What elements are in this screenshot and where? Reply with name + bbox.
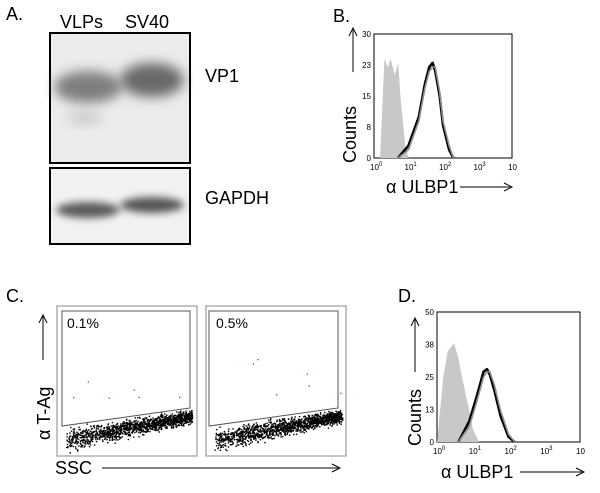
panel-d-y-ticks: 50 38 25 13 0 xyxy=(425,308,434,447)
gapdh-band-sv40 xyxy=(120,197,184,213)
panel-d-x-tick-label: 100 xyxy=(433,446,446,456)
vp1-band-vlps xyxy=(54,71,122,103)
panel-b-y-arrowhead xyxy=(348,26,358,37)
dot-plot-sv40-gate xyxy=(208,310,339,427)
panel-b-series-1-line xyxy=(397,61,455,159)
panel-a-label: A. xyxy=(6,4,23,24)
panel-b-x-tick-label: 100 xyxy=(370,162,383,172)
panel-b-plot-frame xyxy=(373,33,513,159)
panel-d-y-tick-label: 50 xyxy=(425,308,434,317)
panel-b-x-tick-label: 101 xyxy=(405,162,418,172)
panel-b-y-tick-label: 30 xyxy=(362,30,371,39)
panel-d-x-axis-label: α ULBP1 xyxy=(441,462,513,482)
panel-b-series-0-fill xyxy=(380,58,409,158)
gapdh-band-vlps xyxy=(56,202,120,218)
vp1-blot xyxy=(49,32,191,164)
panel-b-x-axis-label: α ULBP1 xyxy=(386,177,458,197)
panel-b-series-2-line xyxy=(397,66,455,159)
dot-plot-vlps-events xyxy=(66,381,194,454)
panel-d-x-tick-label: 102 xyxy=(505,446,518,456)
lane-label-vlps: VLPs xyxy=(60,12,103,32)
panel-d-histogram xyxy=(437,343,516,444)
panel-b-y-axis-label: Counts xyxy=(340,106,360,163)
gapdh-blot xyxy=(49,167,191,245)
panel-b-y-tick-label: 0 xyxy=(367,154,372,163)
dot-plot-vlps-frame xyxy=(56,305,198,457)
panel-c-y-axis-label: α T-Ag xyxy=(34,387,54,440)
panel-d-x-ticks: 100 101 102 103 10 xyxy=(433,446,585,456)
gapdh-label: GAPDH xyxy=(205,188,269,208)
dot-plot-vlps-percent: 0.1% xyxy=(67,315,99,331)
vp1-label: VP1 xyxy=(205,66,239,86)
dot-plot-sv40: 0.5% xyxy=(205,305,347,457)
panel-d-y-tick-label: 38 xyxy=(425,341,434,350)
panel-c-label: C. xyxy=(6,286,24,306)
panel-a: A. VLPs SV40 VP1 GAPDH xyxy=(6,4,269,245)
panel-d-y-tick-label: 13 xyxy=(425,406,434,415)
panel-b-x-arrowhead xyxy=(503,182,514,192)
panel-b-x-tick-label: 103 xyxy=(474,162,487,172)
panel-d-y-tick-label: 0 xyxy=(430,438,435,447)
panel-d-label: D. xyxy=(398,286,416,306)
vp1-minor-band xyxy=(67,112,103,124)
vp1-band-sv40 xyxy=(120,63,184,97)
panel-d-y-tick-label: 25 xyxy=(425,373,434,382)
panel-b-x-tick-label: 102 xyxy=(439,162,452,172)
dot-plot-sv40-frame xyxy=(205,305,347,457)
panel-b-x-ticks: 100 101 102 103 10 xyxy=(370,162,517,172)
panel-b-y-tick-label: 8 xyxy=(367,123,372,132)
panel-d-x-tick-label: 101 xyxy=(469,446,482,456)
panel-c-x-axis-label: SSC xyxy=(55,458,92,478)
panel-d-x-tick-label: 10 xyxy=(576,447,585,456)
dot-plot-sv40-percent: 0.5% xyxy=(216,315,248,331)
panel-d-plot-frame xyxy=(436,311,581,443)
dot-plot-sv40-events xyxy=(214,359,344,452)
panel-d-series-2-line xyxy=(457,370,516,443)
dot-plot-vlps-gate xyxy=(61,310,191,427)
panel-b: B. 30 23 15 8 0 100 101 102 103 10 Counts α ULBP… xyxy=(333,6,517,197)
panel-d-y-axis-label: Counts xyxy=(405,389,425,446)
panel-d: D. 50 38 25 13 0 100 101 102 103 10 Counts α ULB… xyxy=(398,286,585,482)
panel-b-y-ticks: 30 23 15 8 0 xyxy=(362,30,371,163)
panel-b-y-tick-label: 15 xyxy=(362,92,371,101)
panel-d-series-1-line xyxy=(457,367,516,444)
panel-c-y-arrowhead xyxy=(38,313,48,324)
panel-b-y-tick-label: 23 xyxy=(362,61,371,70)
panel-d-x-arrowhead xyxy=(575,467,586,477)
panel-d-x-tick-label: 103 xyxy=(540,446,553,456)
panel-c-x-arrowhead xyxy=(331,463,342,473)
panel-b-histogram xyxy=(380,58,455,159)
panel-d-y-arrowhead xyxy=(410,316,420,327)
panel-d-series-0-fill xyxy=(437,343,479,442)
panel-b-x-tick-label: 10 xyxy=(508,163,517,172)
panel-b-label: B. xyxy=(333,6,350,26)
lane-label-sv40: SV40 xyxy=(125,12,169,32)
dot-plot-vlps: 0.1% xyxy=(56,305,198,457)
panel-c: C. α T-Ag 0.1% 0.5% SSC xyxy=(6,286,347,478)
